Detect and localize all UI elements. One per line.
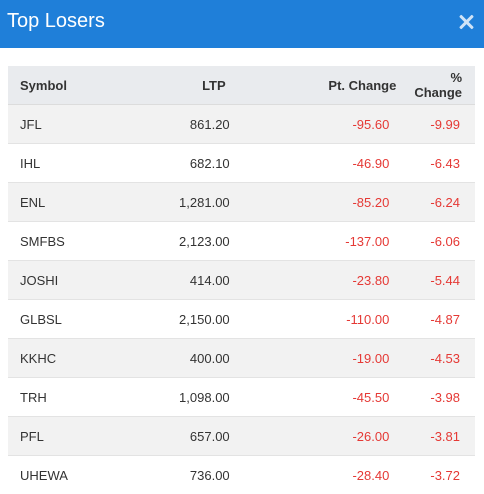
symbol-cell: PFL	[8, 417, 132, 456]
symbol-cell: ENL	[8, 183, 132, 222]
pt-change-cell: -45.50	[238, 378, 403, 417]
pct-change-cell: -3.72	[402, 456, 475, 494]
pct-change-cell: -3.98	[402, 378, 475, 417]
symbol-cell: JFL	[8, 105, 132, 144]
ltp-cell: 2,150.00	[132, 300, 238, 339]
symbol-cell: SMFBS	[8, 222, 132, 261]
pt-change-cell: -137.00	[238, 222, 403, 261]
pt-change-cell: -85.20	[238, 183, 403, 222]
column-header-pt-change[interactable]: Pt. Change	[238, 66, 403, 105]
ltp-cell: 400.00	[132, 339, 238, 378]
pct-change-cell: -4.87	[402, 300, 475, 339]
pt-change-cell: -23.80	[238, 261, 403, 300]
symbol-cell: GLBSL	[8, 300, 132, 339]
ltp-cell: 1,098.00	[132, 378, 238, 417]
pct-change-cell: -6.06	[402, 222, 475, 261]
pct-change-cell: -6.24	[402, 183, 475, 222]
ltp-cell: 657.00	[132, 417, 238, 456]
table-header: Symbol LTP Pt. Change % Change	[8, 66, 475, 105]
pt-change-cell: -110.00	[238, 300, 403, 339]
pt-change-cell: -26.00	[238, 417, 403, 456]
ltp-cell: 682.10	[132, 144, 238, 183]
column-header-symbol[interactable]: Symbol	[8, 66, 132, 105]
close-icon[interactable]	[458, 14, 474, 30]
header-row: Symbol LTP Pt. Change % Change	[8, 66, 475, 105]
pct-change-cell: -3.81	[402, 417, 475, 456]
ltp-cell: 2,123.00	[132, 222, 238, 261]
column-header-pct-change[interactable]: % Change	[402, 66, 475, 105]
symbol-cell: TRH	[8, 378, 132, 417]
pt-change-cell: -28.40	[238, 456, 403, 494]
pct-change-cell: -4.53	[402, 339, 475, 378]
modal-header: Top Losers	[0, 0, 484, 48]
ltp-cell: 736.00	[132, 456, 238, 494]
pt-change-cell: -19.00	[238, 339, 403, 378]
pct-change-cell: -9.99	[402, 105, 475, 144]
symbol-cell: UHEWA	[8, 456, 132, 494]
pct-change-cell: -5.44	[402, 261, 475, 300]
column-header-ltp[interactable]: LTP	[132, 66, 238, 105]
modal-title: Top Losers	[7, 10, 105, 33]
ltp-cell: 1,281.00	[132, 183, 238, 222]
symbol-cell: JOSHI	[8, 261, 132, 300]
pt-change-cell: -46.90	[238, 144, 403, 183]
symbol-cell: IHL	[8, 144, 132, 183]
pct-change-cell: -6.43	[402, 144, 475, 183]
pt-change-cell: -95.60	[238, 105, 403, 144]
ltp-cell: 414.00	[132, 261, 238, 300]
symbol-cell: KKHC	[8, 339, 132, 378]
ltp-cell: 861.20	[132, 105, 238, 144]
